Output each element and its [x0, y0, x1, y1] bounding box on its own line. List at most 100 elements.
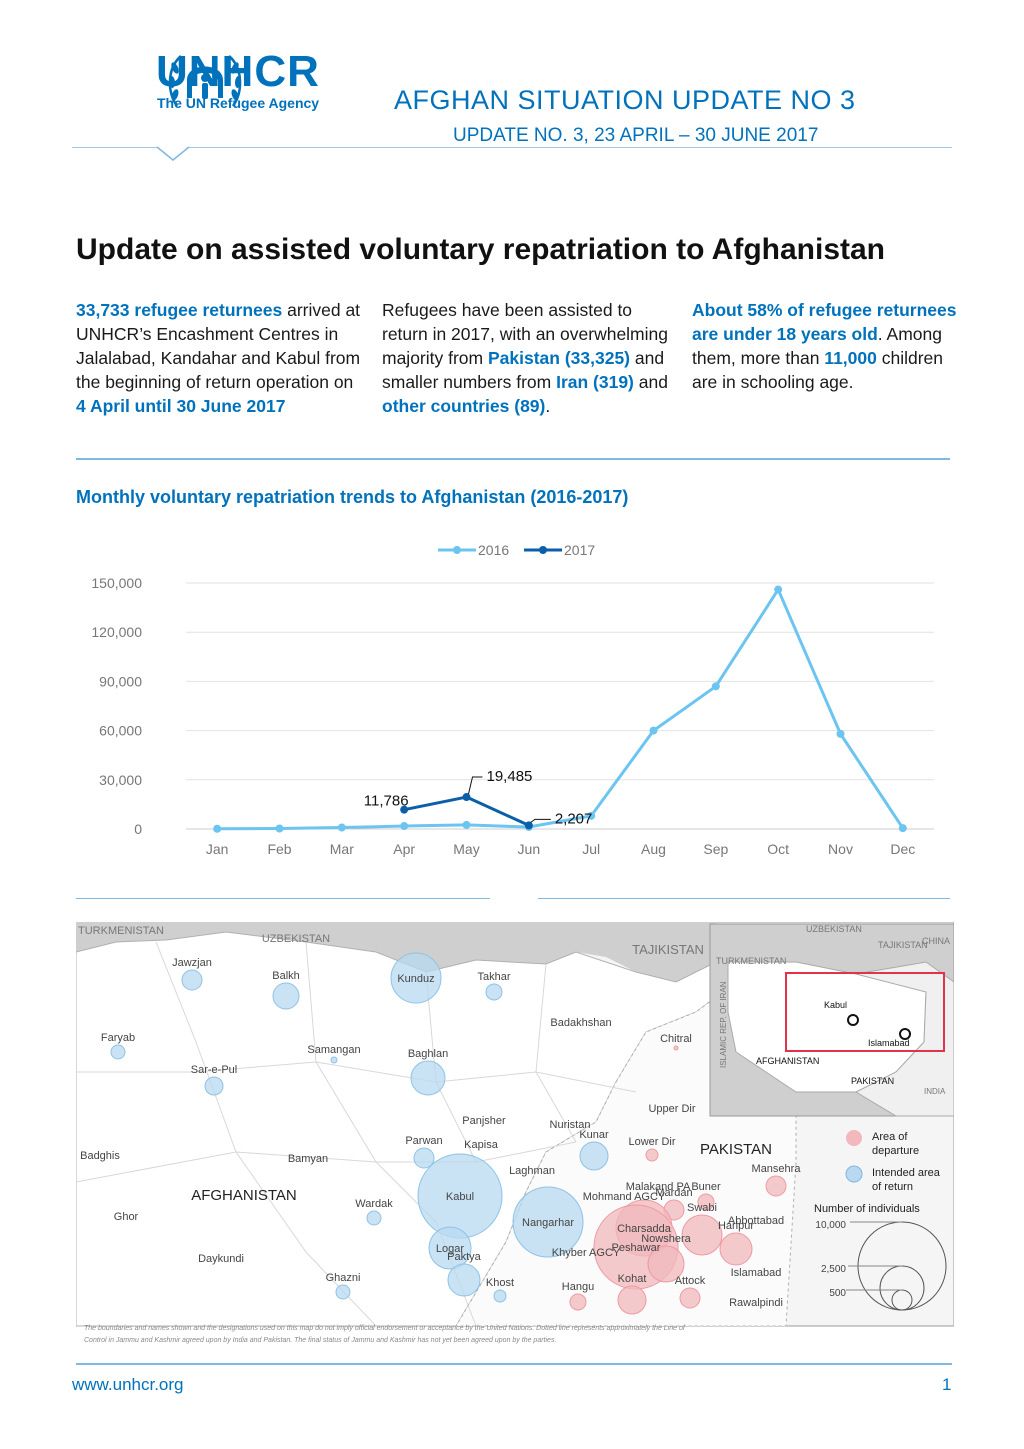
bubble-takhar	[485, 983, 503, 1001]
intro-column-age: About 58% of refugee returnees are under…	[692, 298, 967, 394]
origin-text-2: and smaller numbers from	[382, 348, 665, 392]
origin-text-3: and	[633, 372, 668, 392]
province-label: Peshawar	[612, 1242, 661, 1254]
province-label: Rawalpindi	[729, 1297, 783, 1309]
bubble-nowshera	[647, 1245, 685, 1283]
province-label: Khost	[486, 1277, 514, 1289]
data-point-2016	[836, 729, 845, 738]
province-label: Paktya	[447, 1251, 482, 1263]
x-tick-label: Sep	[703, 841, 728, 857]
intro-column-returnees: 33,733 refugee returnees arrived at UNHC…	[76, 298, 366, 418]
legend-marker-2017	[539, 546, 547, 554]
pakistan-highlight: Pakistan (33,325)	[487, 348, 631, 368]
data-point-2016	[462, 820, 471, 829]
province-label: Nangarhar	[522, 1217, 574, 1229]
origin-text-4: .	[545, 396, 551, 416]
chart-series	[213, 585, 907, 833]
y-tick-label: 120,000	[91, 624, 142, 640]
section-divider-left	[76, 898, 490, 899]
inset-city-label: Islamabad	[868, 1038, 910, 1048]
neighbour-north-shape	[76, 922, 636, 972]
map-labels: Jawzjan Balkh Kunduz Takhar Badakhshan Faryab…	[78, 925, 801, 1309]
footer-url-link[interactable]: www.unhcr.org	[72, 1375, 184, 1394]
province-label: Faryab	[101, 1032, 135, 1044]
province-label: Abbottabad	[728, 1215, 784, 1227]
province-boundaries	[76, 941, 637, 1327]
inset-country-label: INDIA	[924, 1087, 946, 1096]
intro-column-origin: Refugees have been assisted to return in…	[382, 298, 672, 418]
x-tick-label: Dec	[890, 841, 915, 857]
province-label: Kabul	[446, 1191, 474, 1203]
bubble-kunar	[579, 1141, 609, 1171]
other-countries-highlight: other countries (89)	[382, 396, 546, 416]
province-label: Charsadda	[617, 1223, 672, 1235]
country-label: TURKMENISTAN	[78, 925, 164, 937]
legend-size-title: Number of individuals	[814, 1203, 920, 1215]
data-point-2016	[400, 822, 409, 831]
legend-label-2017: 2017	[564, 542, 595, 558]
chart-x-axis: Jan Feb Mar Apr May Jun Jul Aug Sep Oct Nov Dec	[206, 841, 915, 857]
province-label: Kunduz	[397, 973, 434, 985]
map-legend	[845, 1130, 947, 1311]
chart-data-labels: 11,786 19,485 2,207	[364, 768, 593, 827]
inset-country-label: TAJIKISTAN	[878, 940, 928, 950]
logo-tagline: The UN Refugee Agency	[157, 95, 320, 111]
age-text-2: children are in schooling age.	[692, 348, 944, 392]
x-tick-label: Feb	[267, 841, 291, 857]
country-label: TAJIKISTAN	[632, 942, 704, 957]
province-label: Wardak	[355, 1198, 393, 1210]
chart-grid	[186, 582, 934, 830]
province-label: Ghor	[114, 1211, 139, 1223]
province-label: Logar	[436, 1243, 464, 1255]
bubble-ghazni	[335, 1284, 351, 1300]
header-subtitle: UPDATE NO. 3, 23 APRIL – 30 JUNE 2017	[453, 125, 819, 146]
province-label: Badghis	[80, 1150, 120, 1162]
x-tick-label: Jul	[582, 841, 600, 857]
repatriation-line-chart: 2016 2017 0 30,000 60,000 90,000 120,000 150,0…	[91, 542, 934, 857]
header-notch-icon	[156, 146, 190, 161]
province-label: Swabi	[687, 1202, 717, 1214]
islamabad-marker-icon	[899, 1028, 911, 1040]
age-text: . Among them, more than	[692, 324, 943, 368]
x-tick-label: Jan	[206, 841, 229, 857]
province-label: Haripur	[718, 1220, 754, 1232]
header-divider	[72, 147, 952, 148]
section-divider	[76, 458, 950, 460]
province-label: Daykundi	[198, 1253, 244, 1265]
return-map: Jawzjan Balkh Kunduz Takhar Badakhshan Faryab…	[76, 922, 954, 1344]
data-point-2017	[400, 805, 409, 814]
y-tick-label: 60,000	[99, 723, 142, 739]
province-label: Takhar	[477, 971, 510, 983]
province-label: Baghlan	[408, 1048, 448, 1060]
bubble-khost	[493, 1289, 507, 1303]
province-label: Mansehra	[752, 1163, 802, 1175]
returnees-period-highlight: 4 April until 30 June 2017	[76, 396, 286, 416]
province-label: Nowshera	[641, 1233, 691, 1245]
page-number: 1	[942, 1375, 952, 1394]
country-label: AFGHANISTAN	[191, 1187, 297, 1204]
bubble-buner	[697, 1193, 715, 1211]
series-line-2016	[217, 588, 905, 831]
y-tick-label: 0	[134, 821, 142, 837]
bubble-sar-e-pul	[204, 1076, 224, 1096]
chart-title: Monthly voluntary repatriation trends to…	[76, 487, 629, 507]
return-swatch	[845, 1165, 863, 1183]
inset-country-label: PAKISTAN	[851, 1076, 894, 1086]
legend-label-2016: 2016	[478, 542, 509, 558]
inset-focus-frame	[785, 972, 945, 1052]
iran-highlight: Iran (319)	[556, 372, 634, 392]
x-tick-label: Oct	[767, 841, 789, 857]
locator-inset	[709, 923, 954, 1117]
legend-size-value: 2,500	[821, 1264, 846, 1275]
province-label: Islamabad	[731, 1267, 782, 1279]
bubble-logar	[428, 1226, 472, 1270]
bubble-samangan	[330, 1056, 338, 1064]
logo-wordmark: UNHCR	[156, 47, 320, 96]
age-highlight: About 58% of refugee returnees are under…	[692, 300, 957, 344]
province-label: Parwan	[405, 1135, 442, 1147]
data-point-2017	[462, 793, 471, 802]
province-label: Attock	[675, 1275, 706, 1287]
province-label: Bamyan	[288, 1153, 328, 1165]
bubble-nangarhar	[512, 1186, 584, 1258]
header-title: AFGHAN SITUATION UPDATE NO 3	[394, 85, 856, 115]
